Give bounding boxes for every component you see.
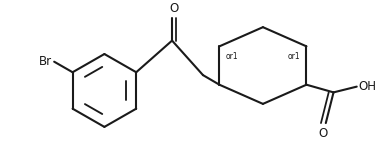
Text: Br: Br <box>39 55 52 68</box>
Text: or1: or1 <box>225 52 238 61</box>
Text: O: O <box>318 127 327 140</box>
Text: O: O <box>169 2 179 15</box>
Text: or1: or1 <box>288 52 301 61</box>
Text: OH: OH <box>359 80 376 93</box>
